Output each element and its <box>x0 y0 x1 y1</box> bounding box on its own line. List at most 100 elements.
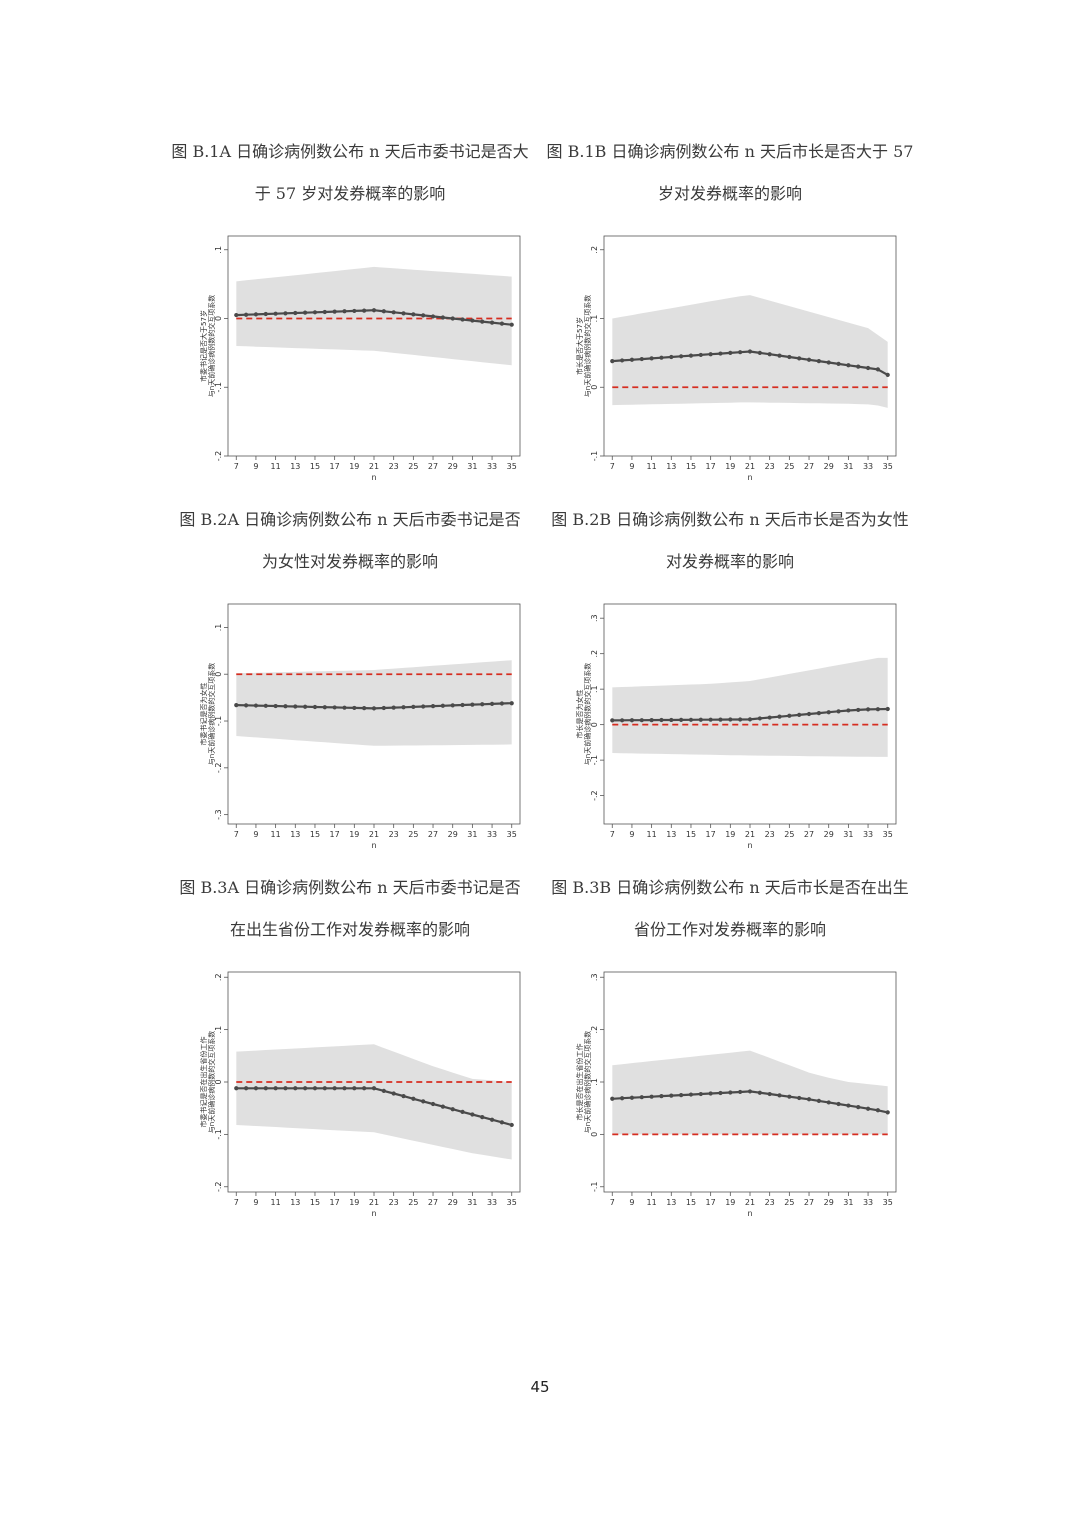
data-point <box>826 360 831 365</box>
y-tick-label: -.1 <box>590 1181 599 1192</box>
data-point <box>421 704 426 709</box>
y-tick-label: 0 <box>214 316 223 321</box>
data-point <box>234 1086 239 1091</box>
x-tick-label: 9 <box>629 1198 634 1207</box>
data-point <box>430 704 436 709</box>
data-point <box>283 1086 288 1091</box>
figure-caption-b2b: 图 B.2B 日确诊病例数公布 n 天后市长是否为女性 对发券概率的影响 <box>545 499 915 583</box>
data-point <box>718 1090 723 1096</box>
data-point <box>342 309 347 314</box>
x-tick-label: 13 <box>290 830 300 839</box>
caption-line-1: 图 B.3B 日确诊病例数公布 n 天后市长是否在出生 <box>551 878 909 897</box>
x-tick-label: 9 <box>253 1198 258 1207</box>
data-point <box>698 717 703 722</box>
data-point <box>322 705 327 710</box>
x-tick-label: 31 <box>843 830 853 839</box>
data-point <box>747 1089 753 1094</box>
data-point <box>371 1086 377 1091</box>
figure-caption-b1b: 图 B.1B 日确诊病例数公布 n 天后市长是否大于 57 岁对发券概率的影响 <box>545 131 915 215</box>
data-point <box>806 1097 812 1102</box>
y-tick-label: .2 <box>214 973 223 981</box>
data-point <box>659 717 664 723</box>
data-point <box>629 1095 635 1100</box>
y-axis-label: 与n天前确诊病例数的交互项系数 <box>207 295 216 397</box>
data-point <box>738 350 743 355</box>
x-tick-label: 23 <box>389 1198 399 1207</box>
data-point <box>846 363 851 368</box>
data-point <box>757 350 762 355</box>
y-tick-label: -.2 <box>590 790 599 801</box>
data-point <box>629 357 635 362</box>
data-point <box>738 717 743 722</box>
chart-svg: 7 9 11 13 15 17 19 21 23 25 27 29 31 33 35 n -.2 -.1 0 .1 市委… <box>199 235 521 482</box>
data-point <box>234 703 239 708</box>
x-tick-label: 27 <box>804 1198 814 1207</box>
data-point <box>806 357 812 362</box>
caption-line-1: 图 B.2B 日确诊病例数公布 n 天后市长是否为女性 <box>551 510 909 529</box>
data-point <box>411 1096 416 1101</box>
data-point <box>836 1101 841 1107</box>
data-point <box>381 309 386 314</box>
data-point <box>352 308 357 314</box>
y-axis-label: 与n天前确诊病例数的交互项系数 <box>207 663 216 765</box>
x-tick-label: 15 <box>310 1198 320 1207</box>
data-point <box>460 317 465 322</box>
data-point <box>610 718 615 723</box>
data-point <box>767 715 772 720</box>
x-tick-label: 17 <box>706 1198 716 1207</box>
chart-svg: 7 9 11 13 15 17 19 21 23 25 27 29 31 33 35 n -.1 0 .1 .2 .3 市… <box>575 971 897 1218</box>
x-tick-label: 25 <box>408 1198 418 1207</box>
data-point <box>411 704 416 709</box>
caption-line-2: 省份工作对发券概率的影响 <box>633 920 826 939</box>
x-tick-label: 15 <box>686 462 696 471</box>
x-tick-label: 21 <box>369 1198 379 1207</box>
y-tick-label: -.1 <box>590 755 599 766</box>
data-point <box>332 1086 337 1091</box>
x-tick-label: 11 <box>647 830 657 839</box>
data-point <box>846 1103 851 1108</box>
data-point <box>470 318 475 323</box>
data-point <box>342 705 347 710</box>
x-tick-label: 27 <box>804 830 814 839</box>
x-tick-label: 35 <box>507 830 517 839</box>
data-point <box>273 703 278 709</box>
x-tick-label: 23 <box>765 462 775 471</box>
data-point <box>312 1086 318 1091</box>
x-tick-label: 13 <box>290 1198 300 1207</box>
x-tick-label: 25 <box>784 462 794 471</box>
x-tick-label: 11 <box>271 830 281 839</box>
data-point <box>846 708 851 713</box>
x-tick-label: 15 <box>686 830 696 839</box>
x-tick-label: 9 <box>253 462 258 471</box>
x-tick-label: 27 <box>428 1198 438 1207</box>
y-tick-label: .1 <box>590 685 599 693</box>
x-tick-label: 15 <box>310 462 320 471</box>
data-point <box>430 314 436 319</box>
x-tick-label: 21 <box>745 830 755 839</box>
chart-svg: 7 9 11 13 15 17 19 21 23 25 27 29 31 33 35 n -.3 -.2 -.1 0.… <box>199 603 521 850</box>
data-point <box>875 1108 880 1113</box>
data-point <box>659 355 664 360</box>
data-point <box>836 709 841 714</box>
y-axis-label: 市委书记是否为女性 <box>199 683 208 746</box>
figure-caption-b3b: 图 B.3B 日确诊病例数公布 n 天后市长是否在出生 省份工作对发券概率的影响 <box>545 867 915 951</box>
caption-line-2: 在出生省份工作对发券概率的影响 <box>229 920 470 939</box>
x-tick-label: 17 <box>330 1198 340 1207</box>
data-point <box>747 717 753 722</box>
data-point <box>263 1086 268 1091</box>
data-point <box>499 701 504 706</box>
data-point <box>728 350 733 355</box>
x-tick-label: 23 <box>389 830 399 839</box>
x-tick-label: 33 <box>863 462 873 471</box>
chart-b1b: 7 9 11 13 15 17 19 21 23 25 27 29 31 33 35 n -.1 0 .1 .2 市长是… <box>574 230 904 490</box>
data-point <box>391 310 396 315</box>
x-tick-label: 33 <box>487 1198 497 1207</box>
data-point <box>757 1090 762 1095</box>
data-point <box>738 1089 743 1095</box>
chart-b3b: 7 9 11 13 15 17 19 21 23 25 27 29 31 33 35 n -.1 0 .1 .2 .3 市… <box>574 966 904 1226</box>
data-point <box>312 704 318 710</box>
data-point <box>698 352 703 358</box>
data-point <box>480 1114 485 1120</box>
data-point <box>450 703 455 708</box>
data-point <box>728 1090 733 1095</box>
